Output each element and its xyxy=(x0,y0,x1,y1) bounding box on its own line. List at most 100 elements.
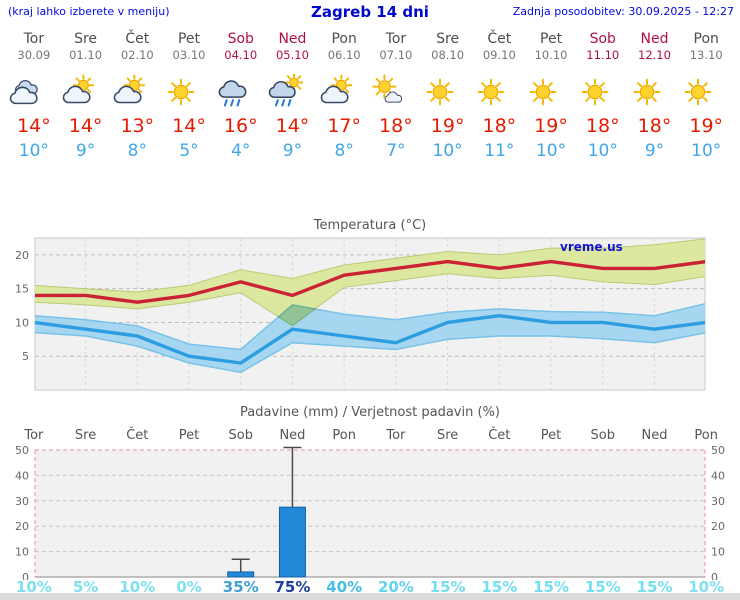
precip-probability: 15% xyxy=(533,578,569,596)
precip-day-label: Čet xyxy=(488,428,511,443)
min-temperature: 10° xyxy=(432,141,463,161)
partly-cloudy-icon xyxy=(318,74,370,110)
watermark-link[interactable]: vreme.us xyxy=(560,240,623,254)
day-column: Pet 03.10 14° 5° xyxy=(163,31,215,161)
precip-day-label: Sob xyxy=(590,428,615,443)
days-row: Tor 30.09 14° 10° Sre 01.10 14° 9° Čet 02.10 13° 8°… xyxy=(8,31,732,161)
day-name: Sre xyxy=(74,31,98,47)
min-temperature: 10° xyxy=(18,141,49,161)
precip-ytick-label-left: 40 xyxy=(15,469,29,482)
day-date: 01.10 xyxy=(69,48,103,62)
precip-ytick-label-left: 10 xyxy=(15,546,29,559)
max-temperature: 17° xyxy=(327,115,362,137)
max-temperature: 18° xyxy=(585,115,620,137)
min-temperature: 5° xyxy=(179,141,199,161)
day-name: Pet xyxy=(540,31,563,47)
precip-probability: 15% xyxy=(429,578,466,596)
max-temperature: 14° xyxy=(68,115,103,137)
day-date: 13.10 xyxy=(689,48,723,62)
min-temperature: 10° xyxy=(691,141,722,161)
precip-probability: 10% xyxy=(15,578,52,596)
day-column: Čet 02.10 13° 8° xyxy=(111,31,163,161)
precip-ytick-label-right: 50 xyxy=(711,446,725,457)
precip-probability: 75% xyxy=(274,578,311,596)
min-temperature: 4° xyxy=(231,141,251,161)
precip-day-label: Pon xyxy=(694,428,718,443)
precip-probability: 5% xyxy=(72,578,99,596)
day-name: Sob xyxy=(227,31,254,47)
temp-ytick-label: 10 xyxy=(15,316,29,329)
precipitation-chart-title: Padavine (mm) / Verjetnost padavin (%) xyxy=(240,405,500,420)
day-column: Pet 10.10 19° 10° xyxy=(525,31,577,161)
day-date: 10.10 xyxy=(534,48,568,62)
precip-day-label: Sre xyxy=(74,428,97,443)
precip-ytick-label-right: 0 xyxy=(711,571,718,580)
day-column: Sob 04.10 16° 4° xyxy=(215,31,267,161)
sunny-icon xyxy=(422,74,474,110)
day-name: Čet xyxy=(125,31,150,47)
max-temperature: 16° xyxy=(223,115,258,137)
partly-cloudy-icon xyxy=(111,74,163,110)
day-date: 09.10 xyxy=(482,48,516,62)
day-name: Sob xyxy=(589,31,616,47)
day-date: 06.10 xyxy=(327,48,361,62)
precip-probability: 20% xyxy=(377,578,414,596)
precip-ytick-label-left: 0 xyxy=(22,571,29,580)
tmax-range-band xyxy=(35,238,705,327)
cloudy-icon xyxy=(8,74,60,110)
precip-day-label: Tor xyxy=(386,428,406,443)
day-date: 04.10 xyxy=(224,48,258,62)
min-temperature: 8° xyxy=(334,141,354,161)
day-date: 02.10 xyxy=(120,48,154,62)
day-column: Sre 08.10 19° 10° xyxy=(422,31,474,161)
precip-day-label: Pet xyxy=(178,428,200,443)
precip-ytick-label-left: 30 xyxy=(15,495,29,508)
rain-sun-icon xyxy=(267,74,319,110)
rain-icon xyxy=(215,74,267,110)
temperature-chart: 5 10 15 20 vreme.us xyxy=(15,237,706,391)
precip-bar xyxy=(227,571,255,578)
precip-probability: 15% xyxy=(481,578,518,596)
max-temperature: 19° xyxy=(534,115,568,137)
max-temperature: 19° xyxy=(689,115,724,137)
day-date: 07.10 xyxy=(379,48,413,62)
temp-ytick-label: 15 xyxy=(15,283,29,296)
min-temperature: 10° xyxy=(587,141,618,161)
min-temperature: 7° xyxy=(386,141,406,161)
precip-ytick-label-right: 10 xyxy=(711,546,725,559)
partly-cloudy-icon xyxy=(60,74,112,110)
min-temperature: 9° xyxy=(282,141,303,161)
day-date: 12.10 xyxy=(638,48,671,62)
sunny-icon xyxy=(163,74,215,110)
day-name: Tor xyxy=(23,31,45,47)
precip-bar xyxy=(278,506,306,578)
max-temperature: 13° xyxy=(120,115,155,137)
min-temperature: 9° xyxy=(644,141,665,161)
precip-day-label: Sre xyxy=(436,428,459,443)
max-temperature: 18° xyxy=(379,115,413,137)
min-temperature: 9° xyxy=(75,141,96,161)
day-name: Ned xyxy=(278,31,307,47)
day-date: 03.10 xyxy=(172,48,206,62)
min-temperature: 11° xyxy=(484,141,515,161)
precip-ytick-label-right: 40 xyxy=(711,469,725,482)
precip-ytick-label-left: 20 xyxy=(15,520,29,533)
precip-probability: 10% xyxy=(688,578,725,596)
location-hint: (kraj lahko izberete v meniju) xyxy=(8,5,170,18)
precip-day-label: Ned xyxy=(641,428,668,443)
day-date: 30.09 xyxy=(17,48,51,62)
max-temperature: 18° xyxy=(482,115,517,137)
precip-probability: 0% xyxy=(176,578,202,596)
day-name: Čet xyxy=(487,31,512,47)
day-column: Sob 11.10 18° 10° xyxy=(577,31,629,161)
precip-probability: 15% xyxy=(584,578,621,596)
day-column: Čet 09.10 18° 11° xyxy=(473,31,525,161)
precip-probability: 40% xyxy=(326,578,363,596)
min-temperature: 10° xyxy=(535,141,567,161)
day-date: 05.10 xyxy=(275,48,309,62)
precip-probability-row: 10% 5% 10% 0% 35% 75% 40% 20% 15% 15% 15% 15% 15% 10% xyxy=(8,578,732,596)
sunny-icon xyxy=(473,74,525,110)
temp-ytick-label: 5 xyxy=(22,350,29,363)
last-updated: Zadnja posodobitev: 30.09.2025 - 12:27 xyxy=(512,5,734,18)
day-column: Tor 07.10 18° 7° xyxy=(370,31,422,161)
